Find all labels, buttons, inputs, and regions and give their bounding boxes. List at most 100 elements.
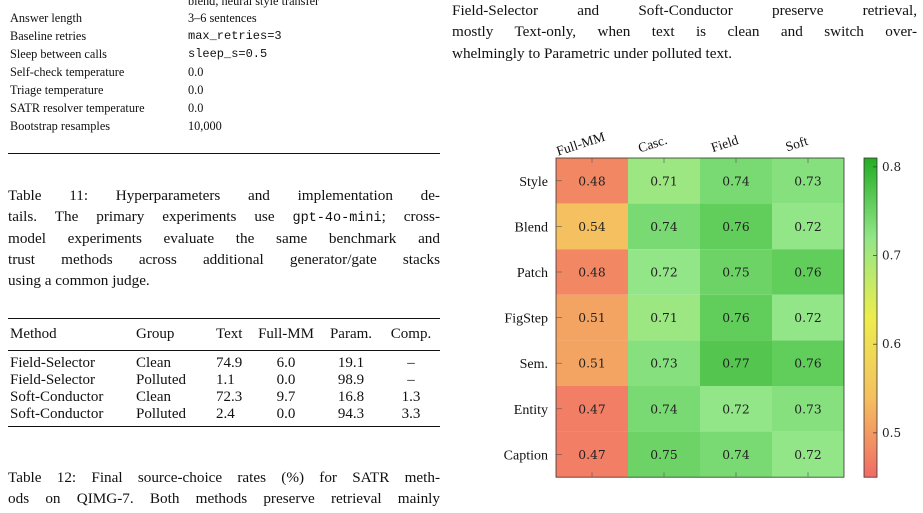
column-header: Full-MM — [258, 326, 314, 342]
heatmap-value-label: 0.74 — [650, 220, 678, 234]
caption-line: ods on QIMG-7. Both methods preserve ret… — [8, 488, 440, 509]
table-cell: 1.3 — [401, 389, 421, 405]
colorbar-tick-label: 0.8 — [882, 160, 901, 174]
paragraph-line: whelmingly to Parametric under polluted … — [452, 44, 733, 62]
table-cell: 72.3 — [216, 389, 243, 405]
heatmap-cell — [772, 431, 844, 478]
param-name: Answer length — [10, 11, 83, 25]
colorbar — [863, 157, 878, 478]
column-header: Param. — [329, 326, 373, 342]
heatmap-value-label: 0.74 — [650, 402, 678, 416]
colorbar-tick-label: 0.5 — [882, 426, 901, 440]
heatmap-cell — [628, 340, 700, 386]
table-cell: Polluted — [136, 372, 187, 388]
heatmap-cell — [700, 386, 772, 432]
heatmap-value-label: 0.48 — [578, 266, 605, 280]
table-bottom-rule — [8, 153, 440, 154]
caption-text: using a common judge. — [8, 272, 150, 290]
heatmap-value-label: 0.72 — [794, 448, 821, 462]
heatmap-value-label: 0.71 — [650, 174, 677, 188]
y-tick-label: Caption — [504, 448, 548, 463]
heatmap-cell — [556, 431, 628, 478]
table-cell: 0.0 — [276, 372, 296, 388]
table-cell: 9.7 — [276, 389, 296, 405]
heatmap-value-label: 0.74 — [722, 174, 750, 188]
param-name: Baseline retries — [10, 29, 87, 43]
colorbar-tick-label: 0.7 — [882, 249, 901, 263]
table-cell: 6.0 — [276, 355, 296, 371]
y-tick-label: Blend — [515, 220, 548, 235]
heatmap-value-label: 0.76 — [794, 357, 822, 371]
caption-line: using a common judge. — [8, 270, 440, 291]
param-value: 0.0 — [188, 101, 204, 115]
table-cell: 16.8 — [337, 389, 365, 405]
heatmap-value-label: 0.48 — [578, 174, 605, 188]
table-cell: 98.9 — [337, 372, 365, 388]
table-cell: Clean — [136, 355, 171, 371]
heatmap-cell — [700, 431, 772, 478]
heatmap-value-label: 0.73 — [650, 357, 677, 371]
x-tick-label: Soft — [784, 133, 810, 154]
param-value: 3–6 sentences — [188, 11, 257, 25]
caption-text: model experiments evaluate the same benc… — [8, 229, 440, 247]
heatmap-cell — [772, 158, 844, 204]
x-tick-label: Full-MM — [554, 129, 606, 159]
heatmap-cell — [772, 386, 844, 432]
x-tick-label: Casc. — [636, 132, 669, 155]
table-row: Soft-Conductor Polluted 2.4 0.0 94.3 3.3 — [8, 406, 440, 423]
table-cell: – — [407, 372, 415, 388]
heatmap-value-label: 0.75 — [650, 448, 677, 462]
heatmap-value-label: 0.72 — [650, 266, 677, 280]
table-cell: Field-Selector — [10, 372, 95, 388]
column-header: Text — [216, 326, 243, 342]
caption-line: trust methods across additional generato… — [8, 249, 440, 270]
table-header-row: Method Group Text Full-MM Param. Comp. — [8, 326, 440, 343]
caption-text: Table 11: Hyperparameters and implementa… — [8, 187, 440, 204]
heatmap-cell — [772, 294, 844, 341]
heatmap-cell — [628, 294, 700, 341]
heatmap-cell — [556, 340, 628, 386]
heatmap-value-label: 0.75 — [722, 266, 749, 280]
param-value: sleep_s=0.5 — [188, 47, 268, 61]
param-name: SATR resolver temperature — [10, 101, 145, 115]
heatmap-cell — [700, 203, 772, 250]
table-cell: 2.4 — [216, 406, 235, 422]
table-top-rule — [8, 318, 440, 319]
caption-line: model experiments evaluate the same benc… — [8, 228, 440, 249]
param-value: 0.0 — [188, 83, 204, 97]
heatmap-cell — [700, 249, 772, 295]
table-cell: Polluted — [136, 406, 187, 422]
heatmap-cell — [700, 158, 772, 204]
caption-text: trust methods across additional generato… — [8, 250, 440, 268]
caption-line: tails. The primary experiments use gpt-4… — [8, 206, 440, 229]
table-mid-rule — [8, 350, 440, 351]
heatmap-value-label: 0.72 — [794, 311, 821, 325]
caption-line: Table 11: Hyperparameters and implementa… — [8, 185, 440, 206]
caption-line: Table 12: Final source-choice rates (%) … — [8, 467, 440, 488]
table-cell: 94.3 — [337, 406, 365, 422]
param-name: Bootstrap resamples — [10, 119, 111, 133]
heatmap-value-label: 0.73 — [794, 402, 821, 416]
heatmap-cell — [556, 249, 628, 295]
heatmap-value-label: 0.77 — [722, 357, 749, 371]
heatmap-value-label: 0.73 — [794, 174, 821, 188]
table-bottom-rule — [8, 426, 440, 427]
table-cell: – — [407, 355, 415, 371]
heatmap-chart: 0.48 0.71 0.74 0.73 0.54 0.74 0.76 0.72 0.48 0.72… — [504, 129, 901, 478]
heatmap-value-label: 0.47 — [578, 402, 605, 416]
param-name: Triage temperature — [10, 83, 104, 97]
param-name: Self-check temperature — [10, 65, 125, 79]
table-cell: 19.1 — [337, 355, 365, 371]
y-tick-label: FigStep — [504, 312, 548, 327]
heatmap-value-label: 0.76 — [722, 311, 750, 325]
heatmap-value-label: 0.72 — [794, 220, 821, 234]
param-name: Sleep between calls — [10, 47, 107, 61]
paragraph-line: Field-Selector and Soft-Conductor preser… — [452, 2, 917, 19]
heatmap-value-label: 0.54 — [578, 220, 606, 234]
heatmap-cell — [628, 386, 700, 432]
table-row: Soft-Conductor Clean 72.3 9.7 16.8 1.3 — [8, 389, 440, 406]
heatmap-value-label: 0.51 — [578, 311, 605, 325]
y-tick-label: Style — [519, 175, 548, 190]
heatmap-value-label: 0.71 — [650, 311, 677, 325]
heatmap-value-label: 0.76 — [794, 266, 822, 280]
